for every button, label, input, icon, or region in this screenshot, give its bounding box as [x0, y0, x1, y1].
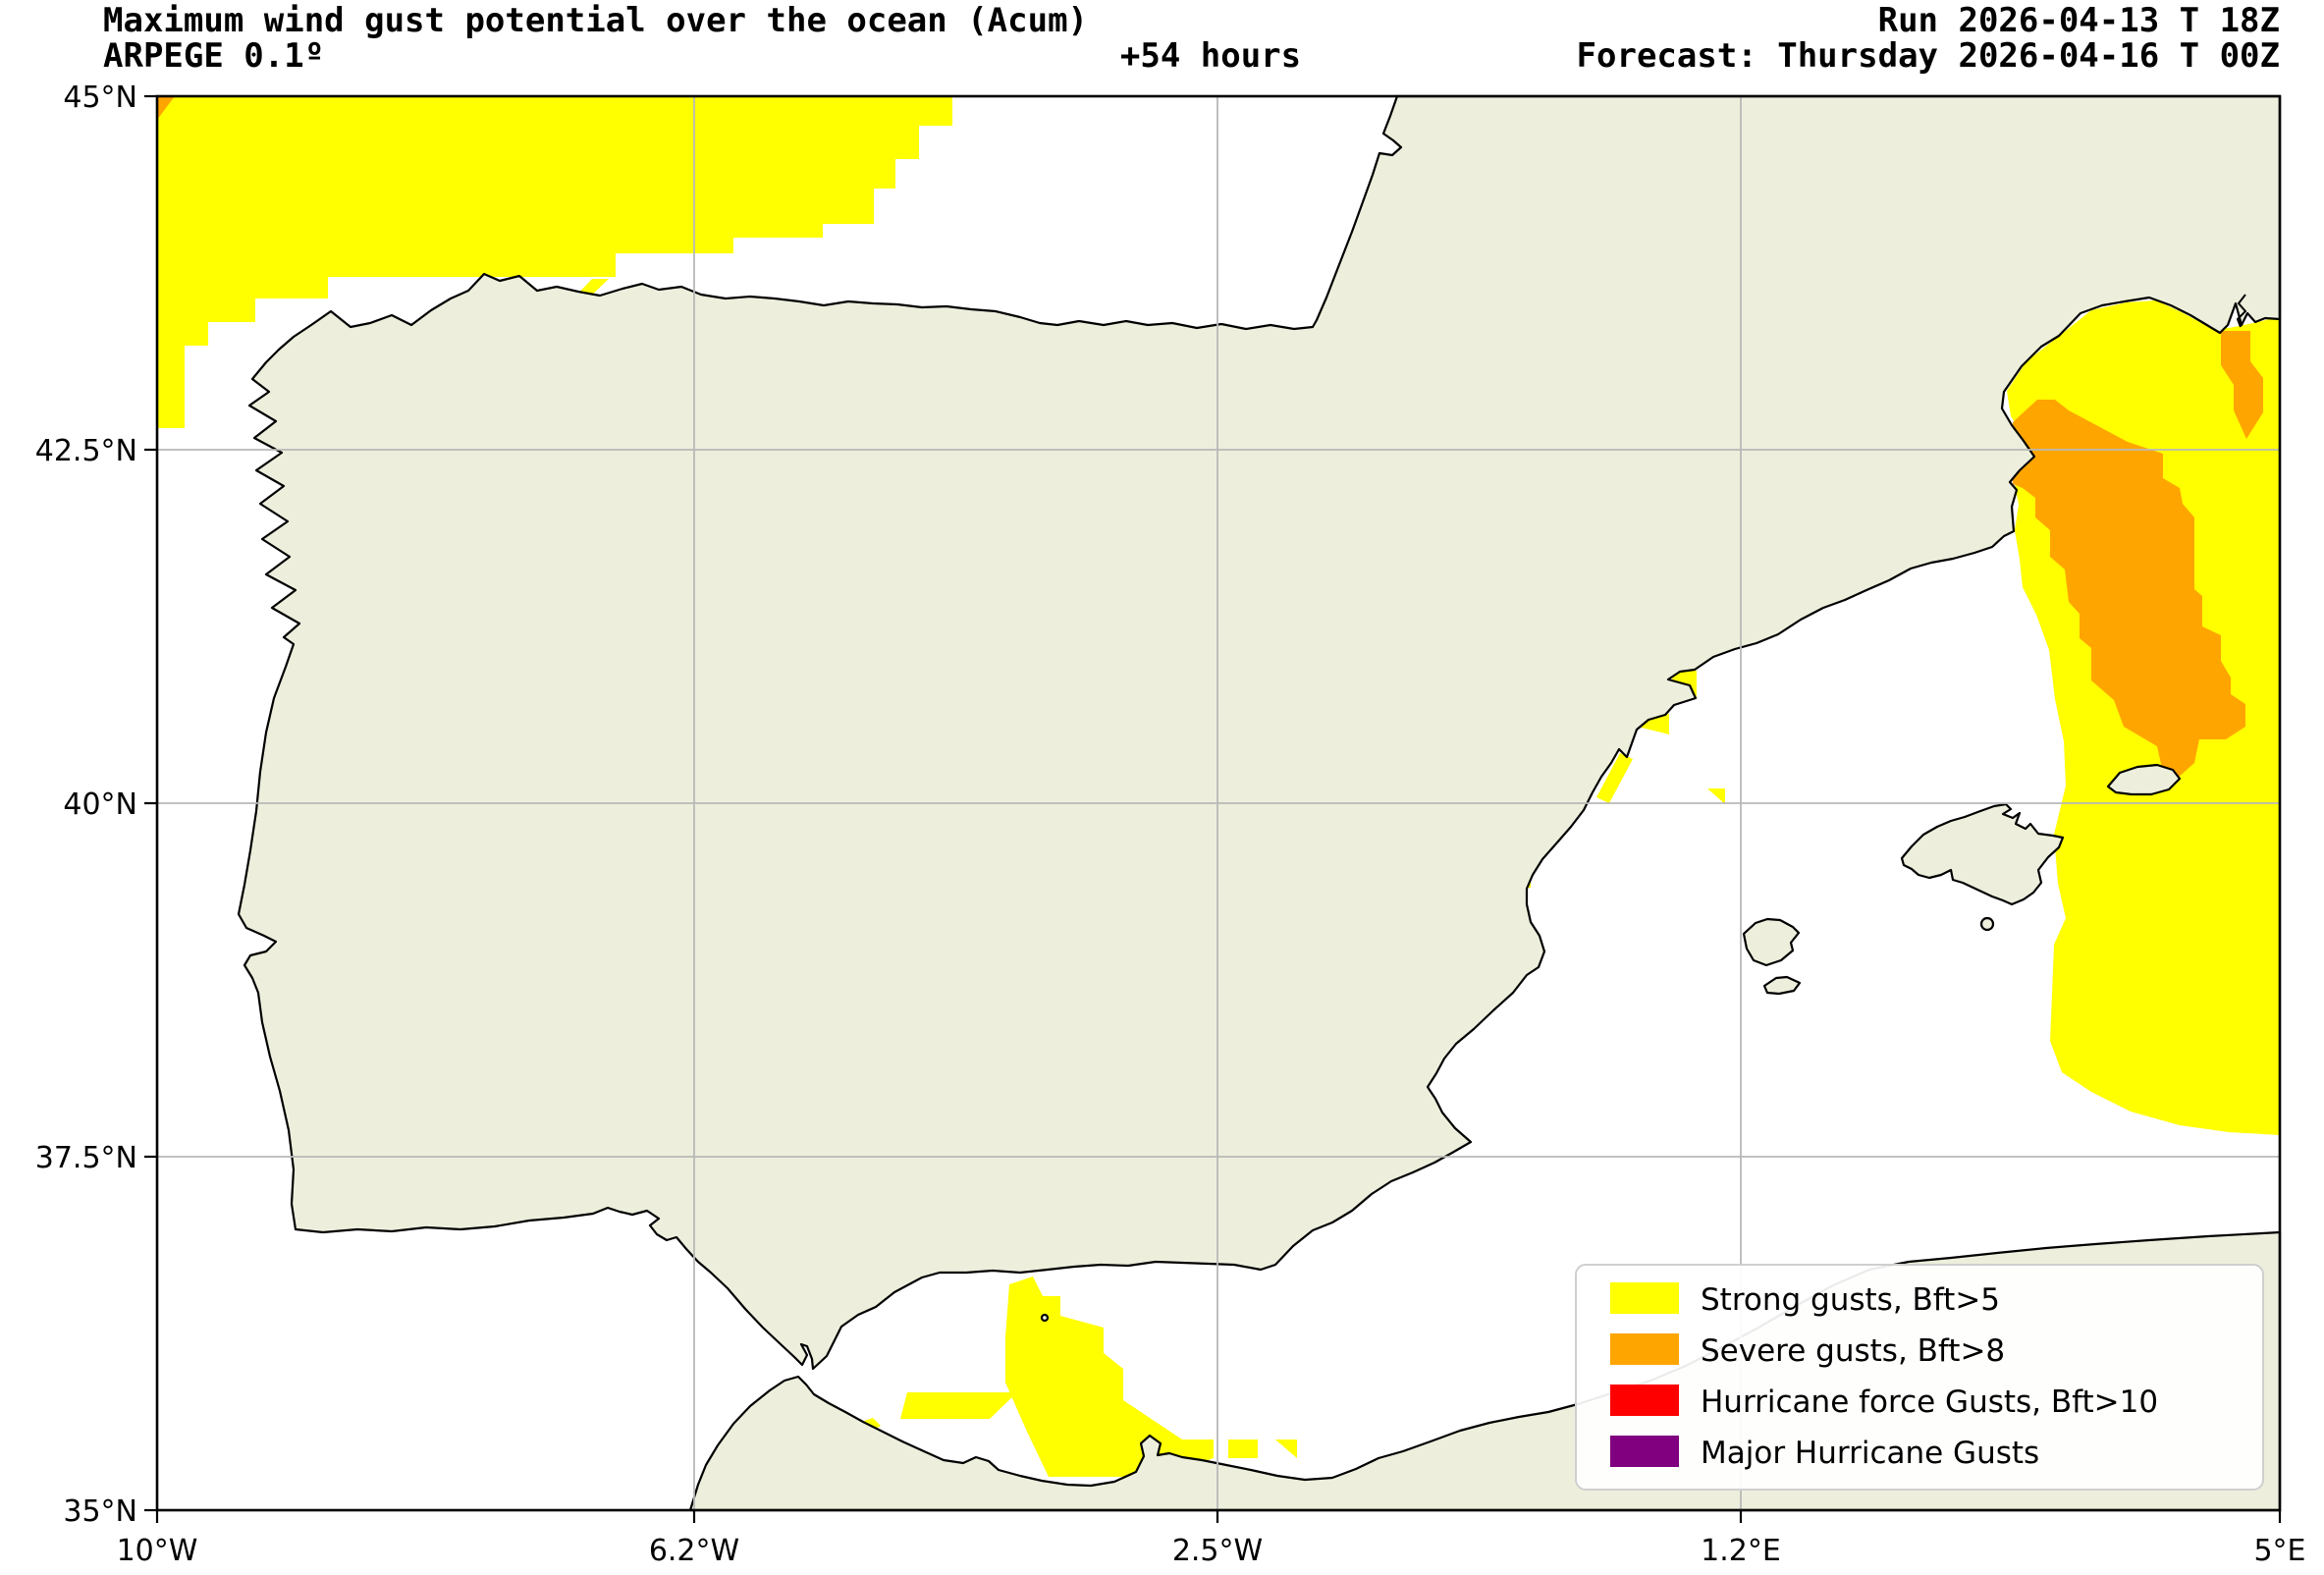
y-label-40n: 40°N: [63, 788, 137, 822]
island-menorca: [2106, 763, 2182, 796]
axis-ticks: [144, 94, 2282, 1523]
y-label-35n: 35°N: [63, 1494, 137, 1529]
severe-gust-gulf-of-lion-band: [2221, 331, 2263, 439]
legend-label-severe: Severe gusts, Bft>8: [1701, 1333, 2005, 1369]
legend-label-strong: Strong gusts, Bft>5: [1701, 1282, 2000, 1318]
y-label-37.5n: 37.5°N: [35, 1141, 137, 1175]
strong-gust-alboran-east1: [1228, 1439, 1258, 1458]
strong-gust-valencia-coast: [1596, 753, 1633, 803]
x-axis-labels: 10°W 6.2°W 2.5°W 1.2°E 5°E: [117, 1534, 2306, 1568]
strong-gust-biscay-atlantic: [157, 96, 952, 428]
land-iberia-france: [237, 94, 2282, 1371]
y-label-42.5n: 42.5°N: [35, 434, 137, 468]
island-ibiza: [1742, 917, 1801, 967]
model-label: ARPEGE 0.1º: [103, 36, 324, 76]
severe-gust-nw-corner: [157, 96, 175, 120]
x-label-5e: 5°E: [2253, 1534, 2305, 1568]
rhone-river: [2236, 294, 2247, 328]
island-cabrera: [1979, 916, 1995, 932]
x-label-10w: 10°W: [117, 1534, 198, 1568]
island-alboran: [1040, 1313, 1050, 1323]
map-title: Maximum wind gust potential over the oce…: [103, 1, 1088, 40]
strong-gust-alboran-main: [1005, 1276, 1214, 1477]
legend-swatch-major-hurricane: [1610, 1436, 1679, 1467]
gridlines: [157, 96, 2280, 1510]
strong-gust-40n-patch: [1707, 788, 1725, 804]
x-label-6.2w: 6.2°W: [649, 1534, 739, 1568]
island-mallorca: [1900, 802, 2065, 906]
x-label-1.2e: 1.2°E: [1701, 1534, 1781, 1568]
island-formentera: [1762, 975, 1802, 996]
lead-time-label: +54 hours: [1120, 36, 1301, 76]
legend: Strong gusts, Bft>5 Severe gusts, Bft>8 …: [1575, 1264, 2264, 1491]
legend-swatch-hurricane: [1610, 1385, 1679, 1416]
gust-areas-severe: [157, 96, 2263, 779]
legend-box: [1575, 1264, 2264, 1491]
legend-swatch-severe: [1610, 1333, 1679, 1365]
strong-gust-alboran-bar: [900, 1392, 1017, 1419]
severe-gust-catalan-sea-blob: [2013, 400, 2245, 779]
forecast-label: Forecast: Thursday 2026-04-16 T 00Z: [1577, 36, 2280, 76]
run-label: Run 2026-04-13 T 18Z: [1878, 1, 2280, 40]
y-label-45n: 45°N: [63, 81, 137, 115]
legend-label-major-hurricane: Major Hurricane Gusts: [1701, 1436, 2039, 1471]
x-label-2.5w: 2.5°W: [1172, 1534, 1263, 1568]
strong-gust-alboran-east2: [1275, 1439, 1297, 1458]
y-axis-labels: 45°N 42.5°N 40°N 37.5°N 35°N: [35, 81, 137, 1529]
header: Maximum wind gust potential over the oce…: [103, 1, 2280, 76]
legend-label-hurricane: Hurricane force Gusts, Bft>10: [1701, 1385, 2158, 1420]
legend-swatch-strong: [1610, 1282, 1679, 1314]
